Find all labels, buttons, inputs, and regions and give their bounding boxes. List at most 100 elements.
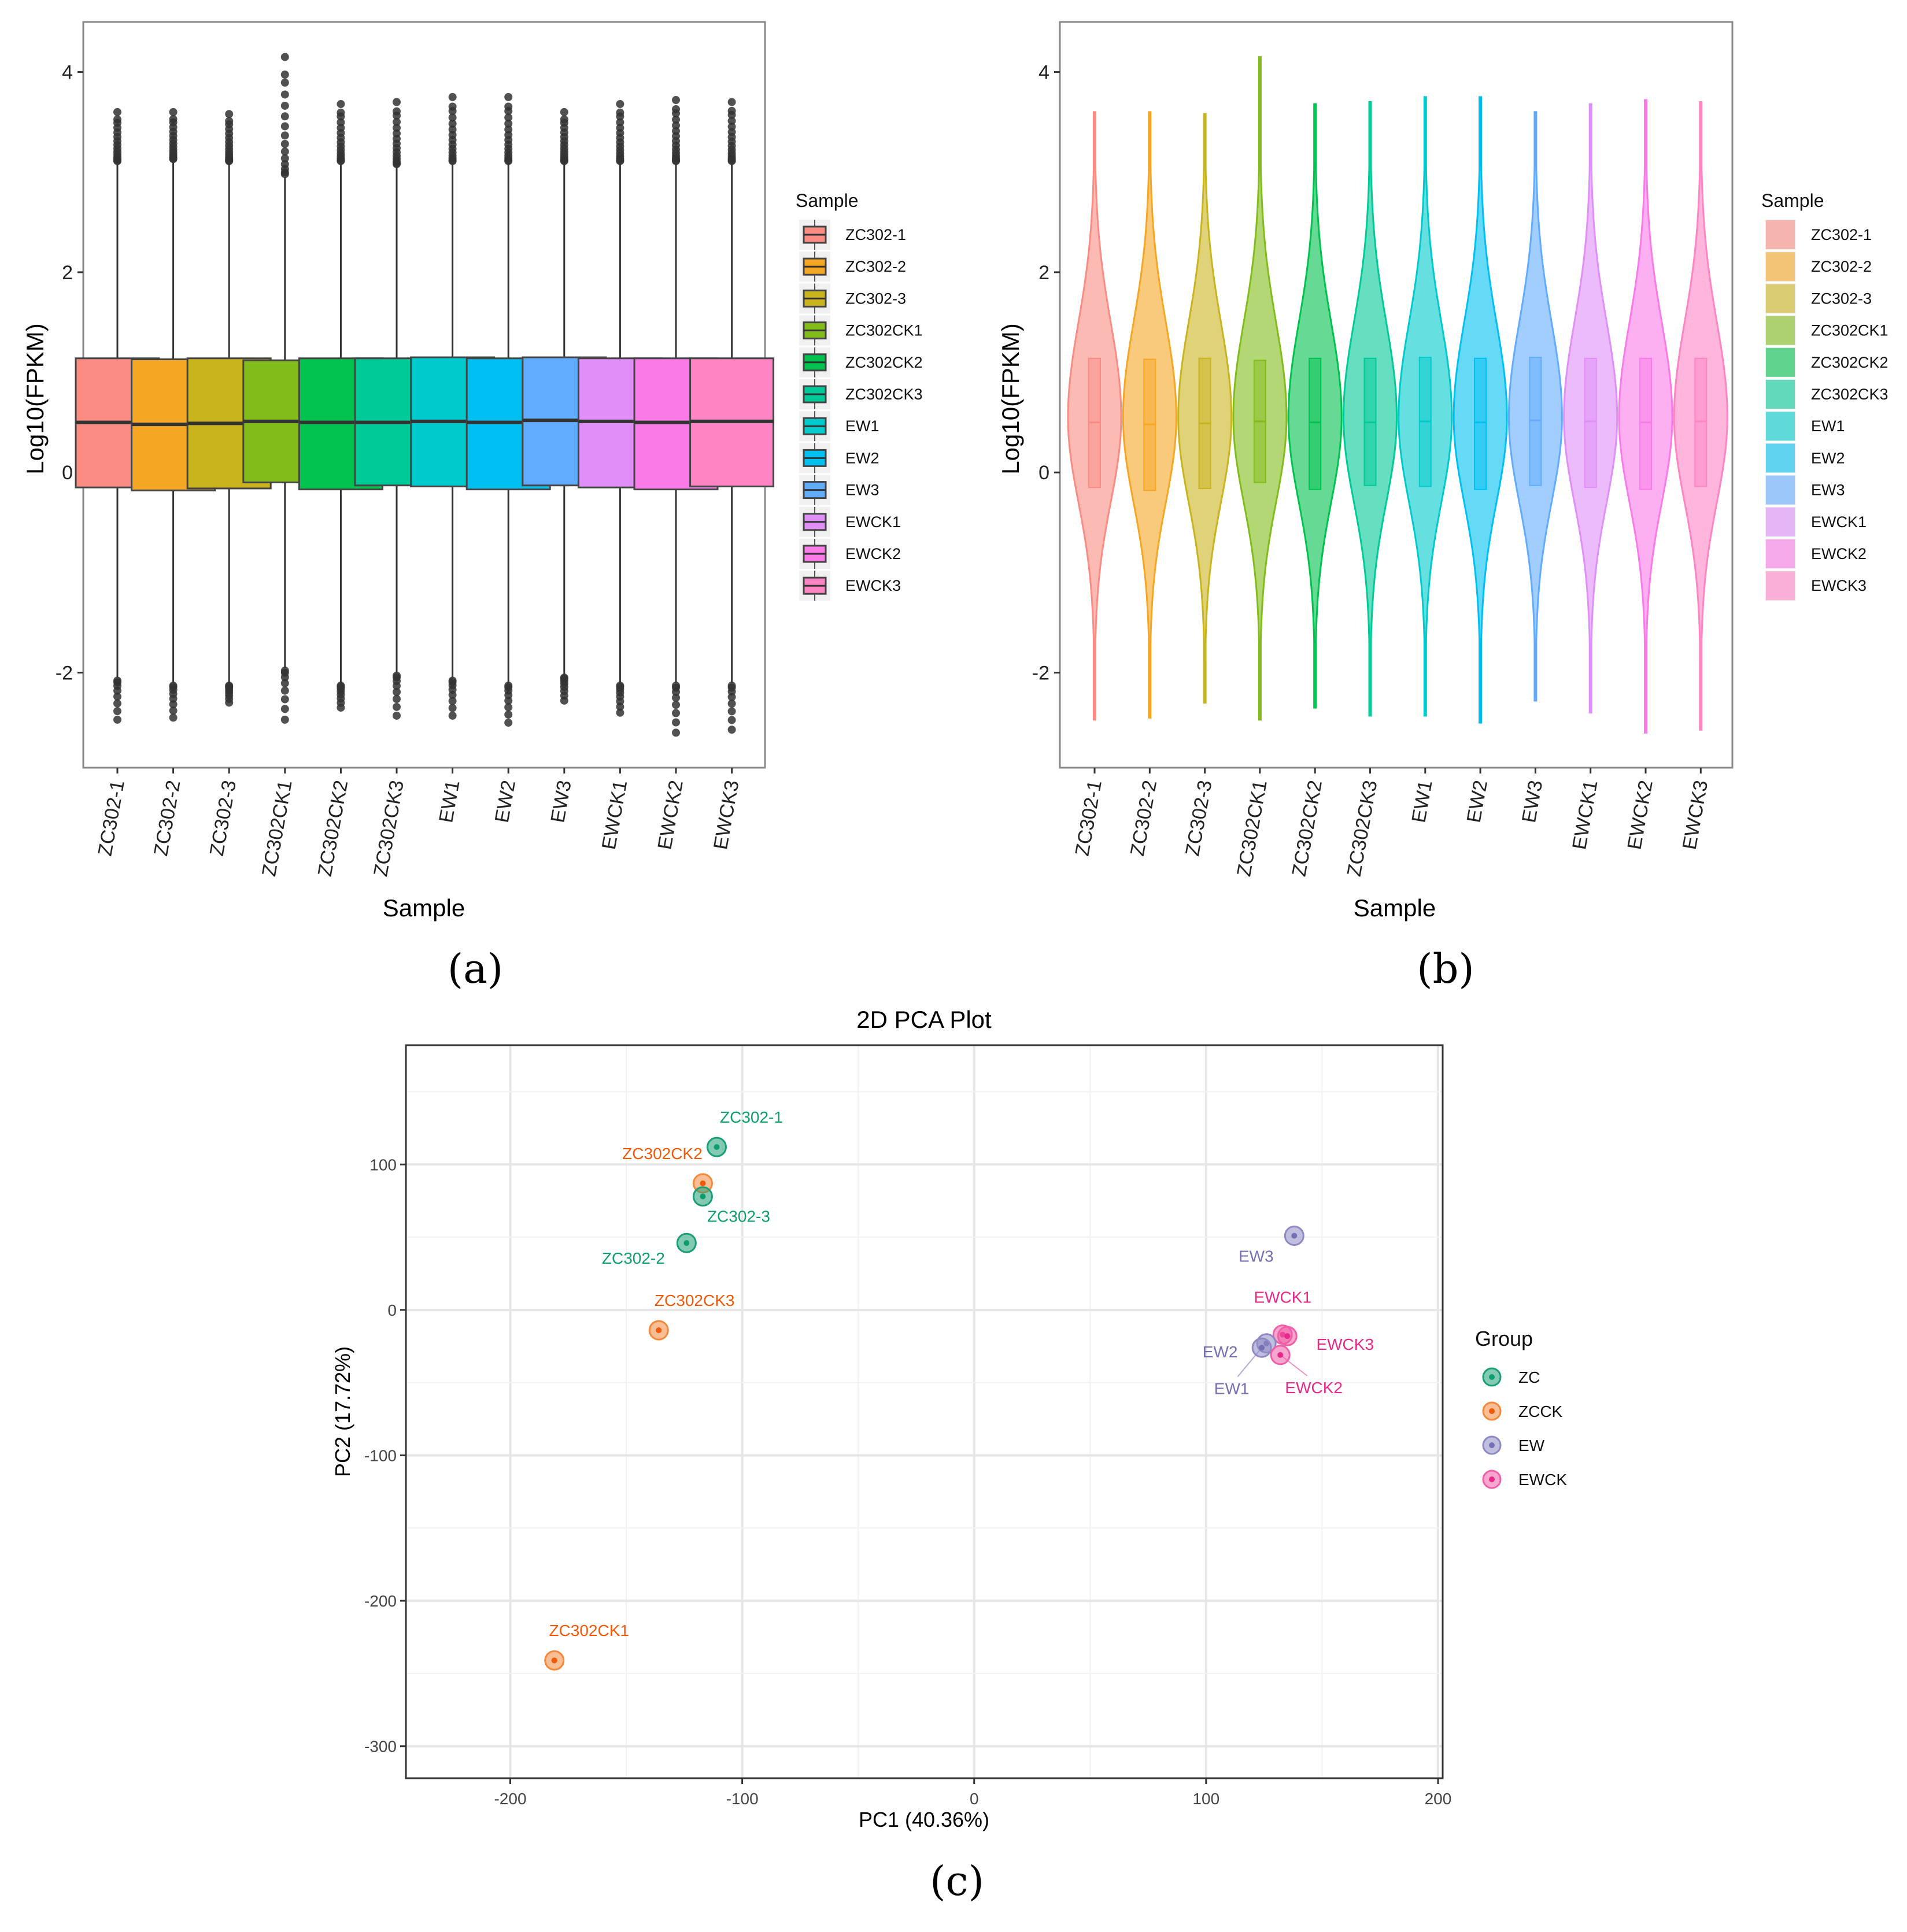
boxplot-ytick-label: 4 — [62, 62, 73, 84]
outlier-point — [337, 118, 345, 127]
violin-xtick-label: ZC302CK1 — [1233, 779, 1272, 878]
outlier-point — [280, 705, 289, 713]
outlier-point — [727, 98, 736, 106]
outlier-point — [504, 703, 513, 712]
boxplot-ytick-label: -2 — [56, 662, 73, 684]
outlier-point — [225, 698, 234, 707]
outlier-point — [169, 108, 178, 116]
violin-inner-box — [1309, 357, 1322, 490]
outlier-point — [448, 125, 457, 134]
pca-point-label: EWCK2 — [1285, 1379, 1343, 1397]
violin-legend-key — [1766, 571, 1795, 601]
violin-legend-key — [1766, 443, 1795, 473]
outlier-point — [169, 706, 178, 715]
pca-legend-label: EWCK — [1518, 1471, 1567, 1489]
violin-inner-box — [1529, 357, 1542, 486]
outlier-point — [448, 697, 457, 705]
outlier-point — [280, 695, 289, 704]
outlier-point — [113, 699, 121, 708]
outlier-point — [616, 118, 624, 127]
violin-legend-label: EW1 — [1811, 417, 1845, 435]
outlier-point — [672, 701, 680, 709]
violin-legend-label: ZC302-3 — [1811, 290, 1872, 307]
outlier-point — [280, 101, 289, 110]
outlier-point — [393, 682, 401, 690]
outlier-point — [504, 92, 513, 101]
outlier-point — [672, 115, 680, 124]
boxplot-legend-label: EW1 — [845, 417, 879, 435]
violin-inner-box — [1474, 357, 1487, 490]
outlier-point — [169, 700, 178, 709]
boxplot-xtick-label: EWCK3 — [709, 779, 743, 852]
violin-panel: -2 0 2 4 ZC302-1 ZC302-2 ZC302-3 ZC302CK1 ZC302C… — [997, 21, 1888, 993]
pca-point-label: ZC302CK3 — [655, 1291, 735, 1309]
violin-ylabel: Log10(FPKM) — [997, 323, 1024, 474]
pca-legend-title: Group — [1475, 1327, 1533, 1350]
outlier-point — [113, 115, 121, 124]
outlier-point — [280, 131, 289, 140]
violin-legend-key — [1766, 347, 1795, 377]
pca-point-label: ZC302CK2 — [622, 1145, 703, 1163]
outlier-point — [448, 119, 457, 128]
pca-ytick-label: -300 — [364, 1738, 397, 1756]
boxplot-legend-label: ZC302CK1 — [845, 322, 923, 339]
outlier-point — [616, 702, 624, 711]
outlier-point — [616, 99, 624, 108]
outlier-point — [280, 147, 289, 156]
boxplot-legend-label: ZC302-2 — [845, 258, 906, 275]
boxplot-xtick-label: EWCK2 — [653, 779, 687, 852]
violin-legend-label: EWCK3 — [1811, 577, 1867, 594]
outlier-point — [448, 691, 457, 699]
pca-xtick-label: 100 — [1192, 1790, 1219, 1808]
pca-point-center — [683, 1240, 690, 1246]
violin-legend-key — [1766, 412, 1795, 441]
pca-point-center — [714, 1144, 720, 1150]
outlier-point — [113, 707, 121, 716]
pca-point-center — [1259, 1345, 1265, 1351]
violin-legend-key — [1766, 475, 1795, 505]
outlier-point — [225, 117, 234, 125]
boxplot-xtick-label: ZC302-1 — [94, 779, 128, 858]
pca-plot-border — [405, 1044, 1444, 1779]
boxplot-ytick-label: 2 — [62, 262, 73, 284]
violin-ytick-label: 4 — [1038, 62, 1049, 84]
violin-legend-label: ZC302CK1 — [1811, 322, 1888, 339]
boxplot-legend-label: EW3 — [845, 482, 879, 499]
violin-legend-label: EWCK2 — [1811, 545, 1867, 562]
pca-legend-label: ZC — [1518, 1368, 1540, 1386]
outlier-point — [504, 119, 513, 128]
outlier-point — [393, 687, 401, 696]
boxplot-xtick-label: ZC302CK3 — [369, 779, 408, 878]
violin-xtick-label: EWCK3 — [1679, 779, 1712, 852]
outlier-point — [280, 122, 289, 131]
violin-legend-key — [1766, 316, 1795, 345]
pca-xtick-label: 0 — [970, 1790, 979, 1808]
violin-ytick-label: 0 — [1038, 462, 1049, 484]
pca-point-center — [656, 1327, 662, 1334]
pca-point-label: EWCK3 — [1316, 1335, 1374, 1353]
outlier-point — [448, 113, 457, 122]
boxplot-xtick-label: EWCK1 — [598, 779, 631, 852]
boxplot-xtick-label: ZC302CK2 — [314, 779, 353, 878]
outlier-point — [393, 107, 401, 116]
pca-panel: 2D PCA Plot -200 -100 0 100 200 -300 -200 -100 0… — [331, 1006, 1567, 1905]
boxplot-xtick-label: ZC302-2 — [150, 779, 184, 858]
violin-legend-key — [1766, 507, 1795, 536]
boxplot-xtick-label: EW1 — [435, 779, 464, 824]
pca-plot-area — [406, 1045, 1443, 1778]
boxplot-legend-label: ZC302-3 — [845, 290, 906, 307]
outlier-point — [393, 702, 401, 711]
outlier-point — [504, 719, 513, 727]
pca-point-label: ZC302CK1 — [549, 1622, 629, 1639]
boxplot-xtick-label: EW3 — [546, 779, 575, 824]
pca-xtick-label: 200 — [1425, 1790, 1452, 1808]
violin-legend-label: ZC302CK2 — [1811, 354, 1888, 371]
pca-point-center — [1277, 1352, 1284, 1358]
outlier-point — [560, 115, 568, 124]
pca-legend-label: ZCCK — [1518, 1402, 1563, 1420]
outlier-point — [393, 124, 401, 132]
pca-point-label: ZC302-3 — [707, 1208, 770, 1226]
outlier-point — [393, 117, 401, 126]
pca-ytick-label: -100 — [364, 1446, 397, 1464]
